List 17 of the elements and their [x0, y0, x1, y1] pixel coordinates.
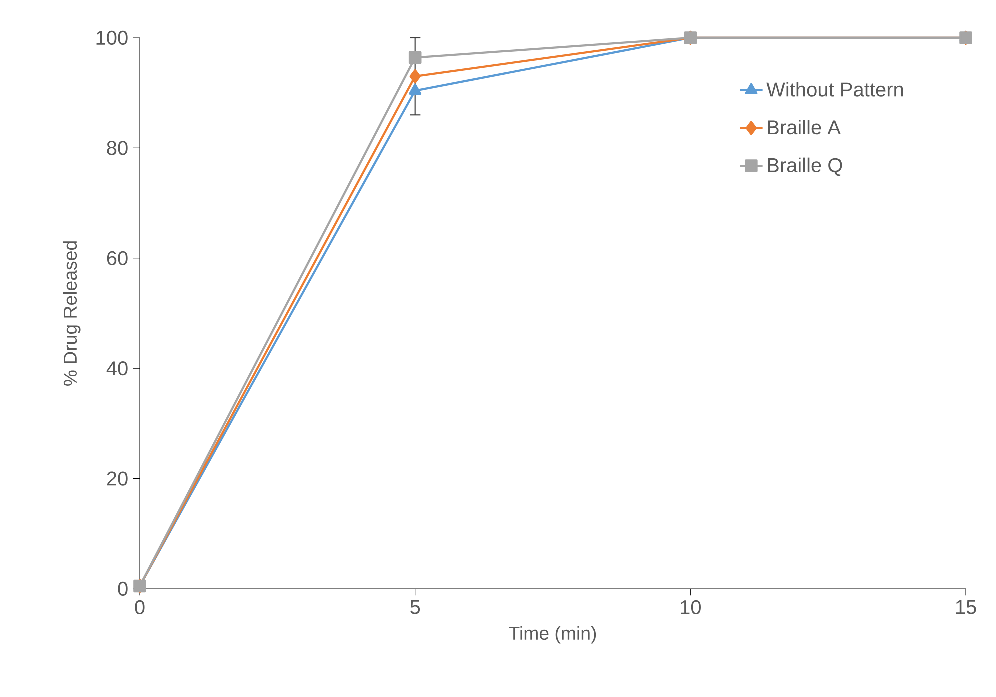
legend-label: Without Pattern [766, 82, 904, 97]
y-tick-label: 40 [106, 362, 128, 376]
x-tick-label: 15 [956, 600, 976, 614]
x-tick-label: 5 [410, 600, 420, 614]
x-tick-label: 10 [681, 600, 701, 615]
legend-label: Braille A [768, 120, 841, 135]
y-tick-label: 60 [107, 251, 128, 266]
y-axis-title: % Drug Released [63, 242, 81, 386]
y-tick-label: 0 [118, 582, 128, 596]
y-tick-label: 80 [107, 141, 128, 156]
y-tick-label: 100 [96, 30, 128, 46]
point [410, 69, 421, 84]
y-tick-label: 20 [107, 472, 128, 486]
point [408, 51, 422, 64]
x-tick-label: 0 [135, 600, 145, 615]
x-axis-title: Time (min) [509, 626, 596, 644]
legend-label: Braille Q [768, 158, 842, 176]
